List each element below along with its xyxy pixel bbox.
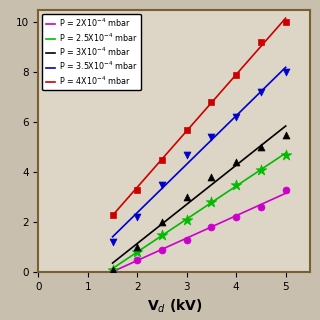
Point [209, 174, 214, 180]
Point [209, 224, 214, 229]
P = 3.5X10$^{-4}$ mbar [270, 79, 274, 83]
P = 4X10$^{-4}$ mbar [284, 16, 288, 20]
P = 2.5X10$^{-4}$ mbar [151, 240, 155, 244]
Point [110, 267, 115, 272]
P = 2X10$^{-4}$ mbar [275, 195, 279, 199]
P = 2X10$^{-4}$ mbar [284, 191, 288, 195]
Point [110, 212, 115, 217]
Point [110, 239, 115, 244]
Point [258, 90, 263, 95]
P = 2.5X10$^{-4}$ mbar [275, 157, 279, 161]
P = 3X10$^{-4}$ mbar [270, 135, 274, 139]
P = 2.5X10$^{-4}$ mbar [284, 151, 288, 155]
P = 4X10$^{-4}$ mbar [270, 32, 274, 36]
P = 4X10$^{-4}$ mbar [200, 112, 204, 116]
Point [184, 237, 189, 242]
Point [234, 115, 239, 120]
Point [110, 267, 115, 272]
Point [135, 187, 140, 192]
P = 3X10$^{-4}$ mbar [284, 124, 288, 128]
Point [110, 268, 115, 273]
X-axis label: V$_{d}$ (kV): V$_{d}$ (kV) [147, 297, 202, 315]
Point [283, 69, 288, 75]
P = 3.5X10$^{-4}$ mbar [144, 202, 148, 206]
Point [234, 72, 239, 77]
P = 2X10$^{-4}$ mbar [111, 270, 115, 274]
Point [283, 132, 288, 137]
P = 3.5X10$^{-4}$ mbar [151, 196, 155, 199]
Point [209, 134, 214, 140]
P = 3X10$^{-4}$ mbar [111, 261, 115, 265]
Line: P = 2X10$^{-4}$ mbar: P = 2X10$^{-4}$ mbar [113, 193, 286, 272]
Point [135, 244, 140, 250]
P = 2.5X10$^{-4}$ mbar [200, 207, 204, 211]
Point [184, 127, 189, 132]
P = 3X10$^{-4}$ mbar [151, 229, 155, 233]
P = 3X10$^{-4}$ mbar [144, 235, 148, 239]
Line: P = 2.5X10$^{-4}$ mbar: P = 2.5X10$^{-4}$ mbar [113, 153, 286, 268]
Point [184, 152, 189, 157]
P = 2.5X10$^{-4}$ mbar [111, 267, 115, 270]
P = 3X10$^{-4}$ mbar [200, 190, 204, 194]
Point [135, 257, 140, 262]
P = 4X10$^{-4}$ mbar [151, 168, 155, 172]
Point [283, 20, 288, 25]
Point [159, 157, 164, 162]
P = 4X10$^{-4}$ mbar [144, 176, 148, 180]
Point [283, 187, 288, 192]
P = 2.5X10$^{-4}$ mbar [270, 161, 274, 164]
Point [234, 182, 239, 187]
Point [283, 152, 288, 157]
P = 4X10$^{-4}$ mbar [214, 96, 218, 100]
P = 2.5X10$^{-4}$ mbar [214, 198, 218, 202]
Point [209, 199, 214, 204]
P = 2X10$^{-4}$ mbar [270, 198, 274, 202]
Point [184, 195, 189, 200]
Point [159, 232, 164, 237]
P = 3.5X10$^{-4}$ mbar [275, 74, 279, 78]
Point [234, 159, 239, 164]
P = 2X10$^{-4}$ mbar [144, 255, 148, 259]
P = 3.5X10$^{-4}$ mbar [284, 65, 288, 69]
P = 3.5X10$^{-4}$ mbar [200, 148, 204, 151]
Line: P = 4X10$^{-4}$ mbar: P = 4X10$^{-4}$ mbar [113, 18, 286, 215]
Point [135, 250, 140, 255]
Point [258, 40, 263, 45]
Point [234, 214, 239, 220]
P = 2X10$^{-4}$ mbar [200, 229, 204, 233]
Legend: P = 2X10$^{-4}$ mbar, P = 2.5X10$^{-4}$ mbar, P = 3X10$^{-4}$ mbar, P = 3.5X10$^: P = 2X10$^{-4}$ mbar, P = 2.5X10$^{-4}$ … [43, 14, 140, 90]
Point [258, 145, 263, 150]
P = 4X10$^{-4}$ mbar [111, 213, 115, 217]
Point [258, 167, 263, 172]
Point [184, 217, 189, 222]
Point [159, 220, 164, 225]
P = 3.5X10$^{-4}$ mbar [214, 134, 218, 138]
Point [209, 100, 214, 105]
P = 3.5X10$^{-4}$ mbar [111, 235, 115, 239]
Point [135, 214, 140, 220]
Point [159, 247, 164, 252]
P = 2X10$^{-4}$ mbar [151, 252, 155, 255]
P = 2X10$^{-4}$ mbar [214, 223, 218, 227]
Line: P = 3.5X10$^{-4}$ mbar: P = 3.5X10$^{-4}$ mbar [113, 67, 286, 237]
Line: P = 3X10$^{-4}$ mbar: P = 3X10$^{-4}$ mbar [113, 126, 286, 263]
P = 3X10$^{-4}$ mbar [214, 180, 218, 183]
P = 2.5X10$^{-4}$ mbar [144, 244, 148, 248]
P = 4X10$^{-4}$ mbar [275, 26, 279, 30]
P = 3X10$^{-4}$ mbar [275, 131, 279, 135]
Point [159, 182, 164, 187]
Point [258, 204, 263, 210]
